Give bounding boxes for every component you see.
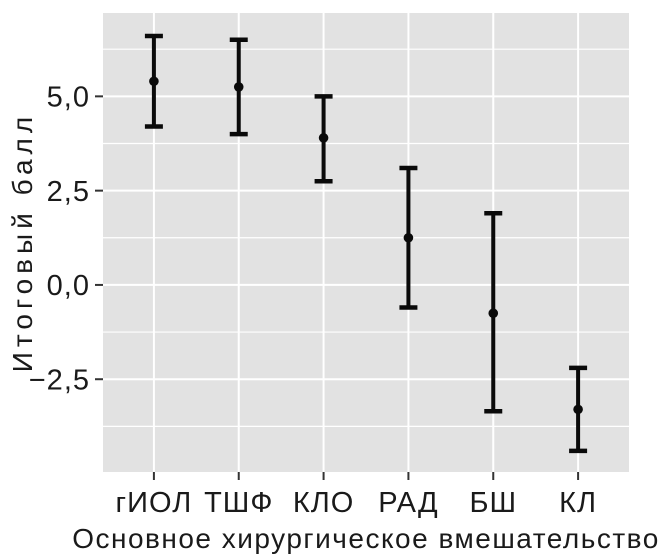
- x-tick-label: БШ: [469, 487, 517, 519]
- x-tick-label: РАД: [378, 487, 438, 519]
- x-tick-label: КЛ: [559, 487, 597, 519]
- axis-ticks: [95, 95, 580, 480]
- y-tick-label: 5,0: [47, 82, 90, 114]
- x-tick-label: ТШФ: [204, 487, 273, 519]
- y-tick-label: 0,0: [47, 270, 90, 302]
- x-axis-title: Основное хирургическое вмешательство: [72, 523, 659, 554]
- pointrange-series: [144, 33, 588, 454]
- mean-point: [318, 133, 329, 143]
- x-tick-label: КЛО: [293, 487, 354, 519]
- y-tick-label: −2,5: [29, 364, 90, 396]
- y-axis-title: Итоговый балл: [7, 112, 38, 372]
- mean-point: [233, 82, 244, 92]
- mean-point: [488, 308, 499, 319]
- plot-panel: [103, 13, 629, 472]
- mean-point: [403, 232, 414, 243]
- y-tick-label: 2,5: [47, 176, 90, 208]
- mean-point: [149, 76, 159, 87]
- x-tick-label: гИОЛ: [116, 487, 193, 519]
- minor-gridlines: [103, 48, 629, 427]
- mean-point: [573, 404, 583, 415]
- axis-tick-labels: 5,0 2,5 0,0 −2,5 гИОЛ ТШФ КЛО РАД БШ КЛ: [29, 82, 597, 519]
